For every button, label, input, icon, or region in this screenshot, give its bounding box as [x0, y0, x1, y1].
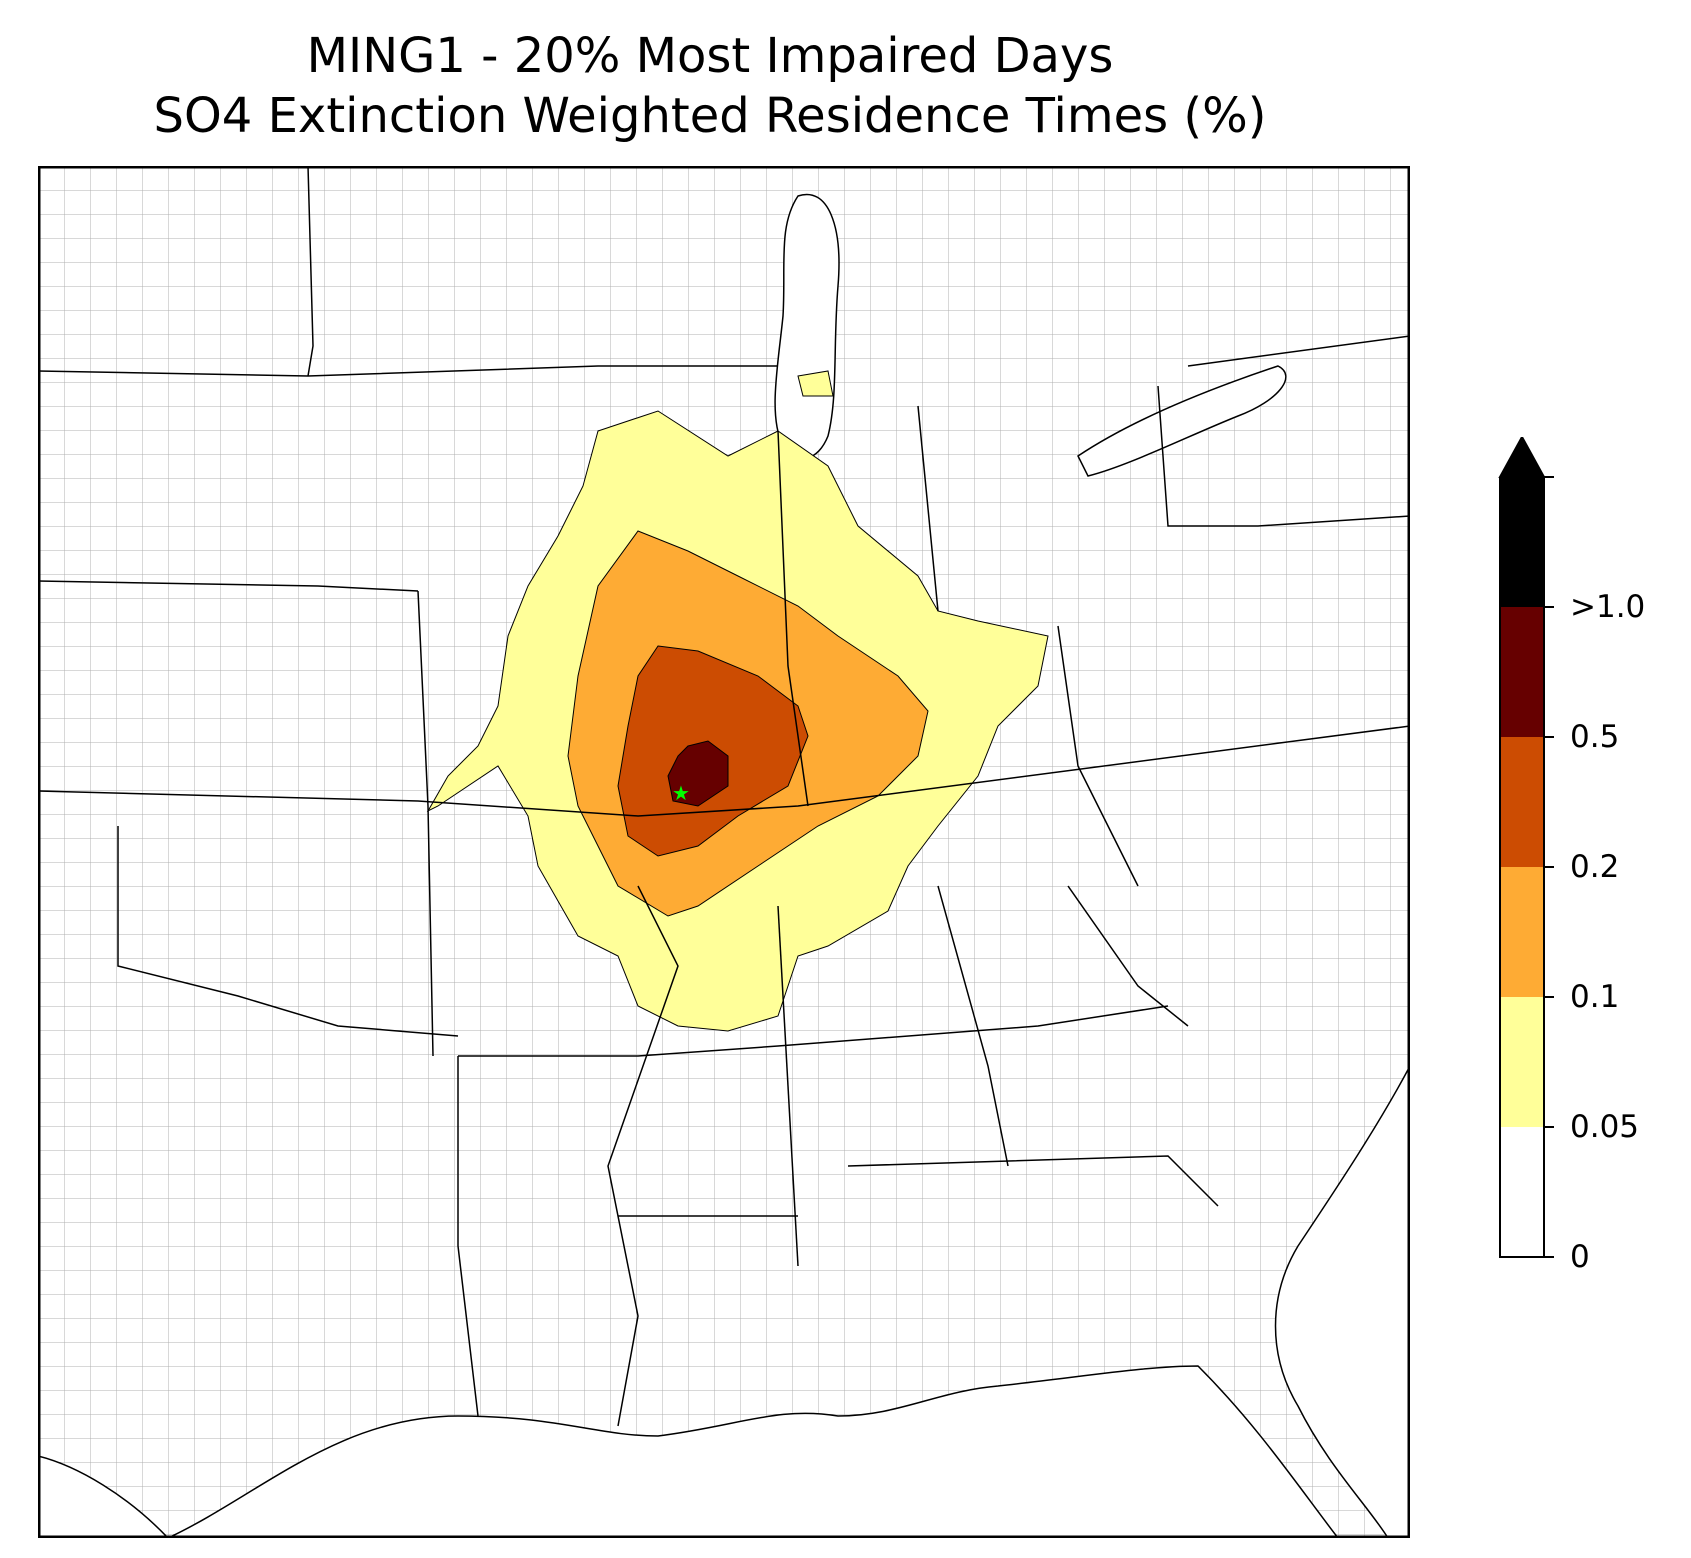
- colorbar-tick-label: 0: [1570, 1239, 1590, 1275]
- contour-0.5: [667, 740, 729, 807]
- map-frame: [38, 166, 1410, 1538]
- colorbar-segment: [1500, 607, 1544, 737]
- lake-erie: [1077, 365, 1287, 477]
- lake-michigan: [774, 193, 840, 460]
- map-panel: ★: [38, 166, 1410, 1538]
- colorbar-tick-label: 0.05: [1570, 1109, 1640, 1145]
- contour-0.05-island: [797, 370, 834, 397]
- colorbar: [1498, 437, 1554, 1258]
- colorbar-segment: [1500, 737, 1544, 867]
- colorbar-tick-label: 0.2: [1570, 849, 1620, 885]
- colorbar-segment: [1500, 477, 1544, 607]
- colorbar-segment: [1500, 867, 1544, 997]
- colorbar-segment: [1500, 997, 1544, 1127]
- colorbar-tick-label: 0.5: [1570, 719, 1620, 755]
- state-boundaries: [38, 166, 1410, 1427]
- colorbar-tick-label: >1.0: [1570, 589, 1646, 625]
- chart-title-line-1: MING1 - 20% Most Impaired Days: [306, 28, 1114, 84]
- atlantic-ocean: [1274, 1065, 1410, 1538]
- colorbar-segment: [1500, 1127, 1544, 1257]
- colorbar-tick-label: 0.1: [1570, 979, 1620, 1015]
- site-star-icon: ★: [672, 781, 690, 805]
- chart-title-line-2: SO4 Extinction Weighted Residence Times …: [153, 88, 1267, 144]
- colorbar-extend-arrow: [1498, 437, 1546, 478]
